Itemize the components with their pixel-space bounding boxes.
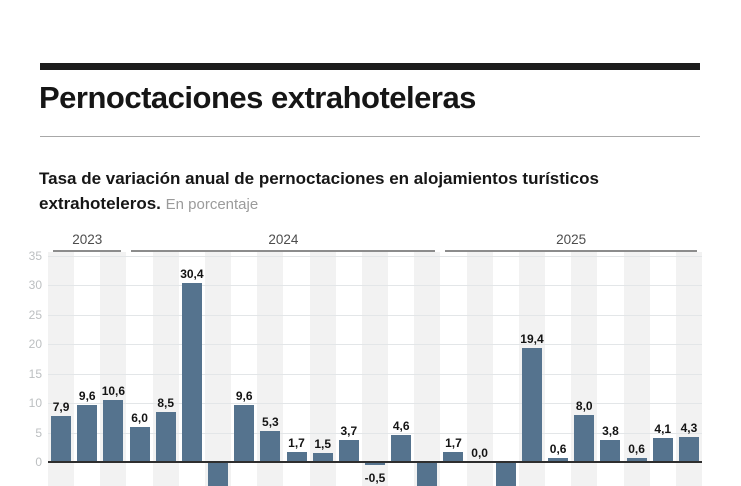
background-stripe — [414, 252, 441, 486]
bar — [365, 462, 385, 465]
y-axis: 35 30 25 20 15 10 5 0 — [16, 232, 42, 486]
bar-value-label: 8,0 — [575, 398, 593, 413]
subtitle-note: En porcentaje — [165, 196, 259, 213]
bar-value-label: 5,3 — [262, 414, 279, 429]
bar-value-label: 4,1 — [654, 421, 672, 436]
bar-value-label: 30,4 — [180, 267, 204, 282]
bar — [652, 437, 673, 462]
bar-value-label: 1,7 — [288, 435, 305, 450]
bar — [417, 462, 438, 486]
year-group-label: 2023 — [72, 232, 103, 247]
title-divider — [40, 136, 700, 137]
y-axis-tick-label: 35 — [28, 248, 42, 263]
y-axis-tick-label: 5 — [35, 425, 42, 440]
top-rule — [40, 63, 700, 70]
bar — [678, 436, 699, 462]
gridline — [48, 373, 702, 375]
bar — [208, 462, 229, 486]
bar-value-label: 1,5 — [314, 437, 332, 452]
y-axis-tick-label: 0 — [35, 455, 42, 469]
background-stripe — [361, 252, 389, 486]
page-title: Pernoctaciones extrahoteleras — [39, 80, 476, 115]
bar — [129, 426, 150, 462]
bar — [155, 411, 176, 462]
bar — [626, 458, 647, 462]
bar — [600, 439, 621, 462]
bar-value-label: 10,6 — [101, 383, 126, 398]
bar — [495, 462, 516, 486]
bar — [443, 451, 464, 462]
bar-value-label: 4,3 — [680, 420, 698, 435]
bar — [548, 458, 569, 462]
bar-value-label: 0,6 — [549, 442, 567, 457]
bar — [521, 347, 542, 462]
background-stripe — [309, 252, 336, 486]
year-group-line — [445, 250, 697, 252]
year-group-label: 2025 — [556, 232, 587, 247]
gridline — [48, 314, 702, 316]
bar — [260, 430, 281, 462]
bar-value-label: 6,0 — [131, 410, 148, 425]
y-axis-tick-label: 20 — [28, 337, 42, 352]
year-group-line — [131, 250, 436, 252]
bar-value-label: 9,6 — [235, 389, 253, 404]
bar-value-label: 19,4 — [520, 331, 544, 346]
bar — [312, 453, 333, 462]
bar-value-label: -0,5 — [364, 470, 386, 485]
background-stripe — [204, 252, 232, 486]
y-axis-tick-label: 30 — [28, 278, 42, 293]
bar-value-label: 0,6 — [628, 442, 645, 457]
background-stripe — [466, 252, 493, 486]
plot-area: 2023 2024 2025 7,9 9,6 10,6 6,0 8,5 30,4 9,6 5,3 1,… — [48, 232, 702, 486]
bar — [181, 283, 202, 462]
gridline — [48, 255, 702, 257]
year-group-label: 2024 — [268, 232, 299, 247]
bar — [51, 415, 72, 462]
bar-value-label: 3,8 — [602, 423, 619, 438]
gridline — [48, 432, 702, 434]
bar-value-label: 3,7 — [340, 424, 358, 439]
chart-subtitle: Tasa de variación anual de pernoctacione… — [39, 166, 711, 217]
bar — [338, 440, 359, 462]
bar — [103, 399, 124, 462]
bar-value-label: 0,0 — [471, 446, 488, 460]
bar-value-label: 9,6 — [78, 389, 96, 404]
bar — [234, 405, 255, 462]
subtitle-line1: Tasa de variación anual de pernoctacione… — [39, 169, 599, 188]
bar — [574, 414, 595, 462]
y-axis-tick-label: 25 — [28, 307, 42, 322]
gridline — [48, 285, 702, 287]
bar-value-label: 1,7 — [445, 435, 462, 450]
subtitle-line2: extrahoteleros. — [39, 194, 161, 213]
y-axis-tick-label: 15 — [28, 366, 42, 381]
year-group-line — [53, 250, 122, 252]
gridline — [48, 403, 702, 405]
y-axis-tick-label: 10 — [28, 396, 42, 411]
bar-value-label: 4,6 — [392, 418, 410, 433]
gridline — [48, 344, 702, 346]
bar — [286, 451, 307, 462]
zero-axis-line — [48, 461, 702, 463]
background-stripe — [623, 252, 650, 486]
bar-value-label: 8,5 — [157, 395, 175, 410]
bar — [391, 434, 412, 462]
bar — [77, 405, 98, 462]
bar-value-label: 7,9 — [52, 399, 70, 414]
bar-chart: 35 30 25 20 15 10 5 0 2023 2024 2025 7,9 9,6 10,6 6,0… — [0, 232, 741, 486]
